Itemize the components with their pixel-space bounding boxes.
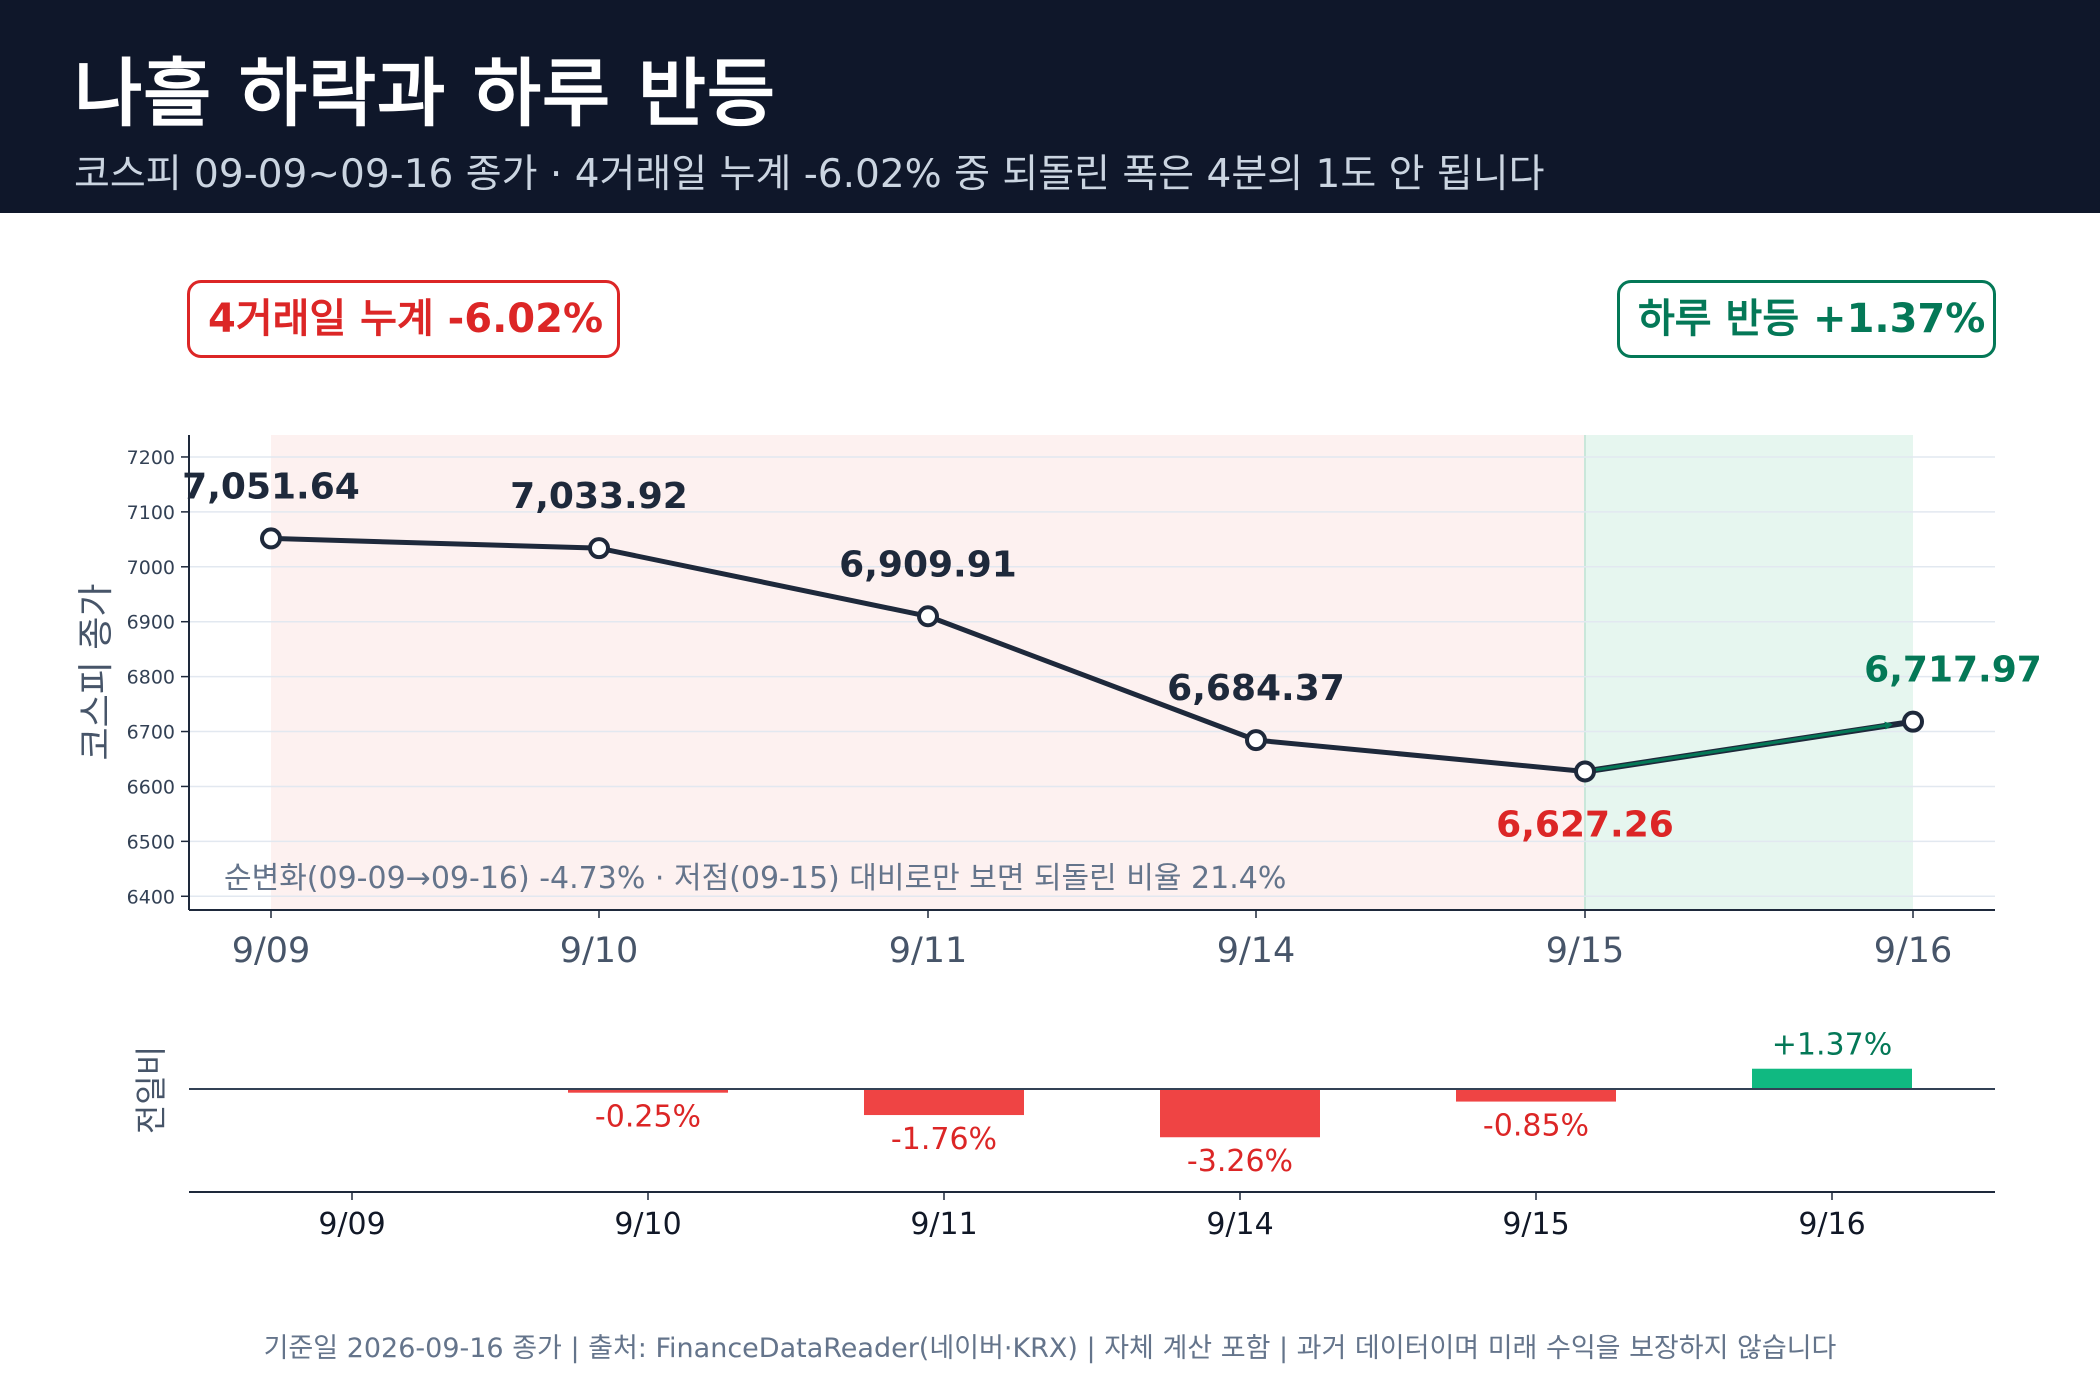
bar-x-tick-label: 9/10 xyxy=(614,1207,681,1242)
header-banner: 나흘 하락과 하루 반등 코스피 09-09~09-16 종가 · 4거래일 누… xyxy=(0,0,2100,213)
x-tick-label: 9/09 xyxy=(232,931,311,971)
data-point xyxy=(917,605,939,628)
data-label: 6,627.26 xyxy=(1496,804,1674,845)
change-bar xyxy=(1752,1068,1912,1089)
bar-x-tick-label: 9/16 xyxy=(1798,1207,1865,1242)
y-tick-label: 6600 xyxy=(127,776,175,798)
x-tick-label: 9/14 xyxy=(1217,931,1296,971)
x-tick-label: 9/10 xyxy=(560,931,639,971)
bar-x-tick-label: 9/11 xyxy=(910,1207,977,1242)
change-bar xyxy=(864,1089,1024,1116)
decline-region xyxy=(271,435,1585,910)
decline-badge: 4거래일 누계 -6.02% xyxy=(187,280,620,358)
data-point xyxy=(260,527,282,550)
rebound-region xyxy=(1585,435,1913,910)
change-bar xyxy=(1160,1089,1320,1138)
y-tick-label: 6500 xyxy=(127,831,175,853)
bar-x-tick-label: 9/09 xyxy=(318,1207,385,1242)
bar-x-tick-label: 9/15 xyxy=(1502,1207,1569,1242)
y-tick-label: 6900 xyxy=(127,612,175,634)
net-change-annotation: 순변화(09-09→09-16) -4.73% · 저점(09-15) 대비로만… xyxy=(224,861,1286,896)
bar-value-label: -3.26% xyxy=(1187,1144,1293,1179)
change-bar xyxy=(1456,1089,1616,1102)
data-label: 6,909.91 xyxy=(839,544,1017,585)
data-point xyxy=(1574,760,1596,783)
bar-value-label: -0.85% xyxy=(1483,1109,1589,1144)
bar-value-label: +1.37% xyxy=(1772,1028,1892,1063)
y-tick-label: 7000 xyxy=(127,557,175,579)
x-tick-label: 9/16 xyxy=(1874,931,1953,971)
change-bar xyxy=(568,1089,728,1093)
data-label: 7,051.64 xyxy=(182,466,360,507)
rebound-badge: 하루 반등 +1.37% xyxy=(1617,280,1996,358)
y-tick-label: 6400 xyxy=(127,886,175,908)
price-line-chart: 6400 6500 6600 6700 6800 6900 7000 7100 7200 9/09… xyxy=(76,435,2042,971)
daily-change-bar-chart: 전일비 -0.25% -1.76% -3.26% -0.85% +1.37% 9/09 9/1… xyxy=(132,1028,1995,1242)
data-label: 6,717.97 xyxy=(1864,650,2042,691)
page-title: 나흘 하락과 하루 반등 xyxy=(74,51,777,137)
rebound-arrow xyxy=(1590,721,1893,772)
data-point xyxy=(1245,729,1267,752)
footer-note: 기준일 2026-09-16 종가 | 출처: FinanceDataReade… xyxy=(263,1333,1837,1364)
data-label: 7,033.92 xyxy=(510,476,688,517)
x-tick-label: 9/11 xyxy=(889,931,968,971)
x-tick-label: 9/15 xyxy=(1546,931,1625,971)
bar-x-tick-label: 9/14 xyxy=(1206,1207,1273,1242)
y-tick-label: 7100 xyxy=(127,502,175,524)
bar-y-axis-label: 전일비 xyxy=(132,1046,170,1134)
y-axis-label: 코스피 종가 xyxy=(76,583,117,760)
data-point xyxy=(588,537,610,560)
data-label: 6,684.37 xyxy=(1167,668,1345,709)
bar-value-label: -0.25% xyxy=(595,1100,701,1135)
bar-value-label: -1.76% xyxy=(891,1122,997,1157)
y-tick-label: 7200 xyxy=(127,447,175,469)
y-tick-label: 6800 xyxy=(127,667,175,689)
page-subtitle: 코스피 09-09~09-16 종가 · 4거래일 누계 -6.02% 중 되돌… xyxy=(74,152,1545,197)
data-point xyxy=(1902,710,1924,733)
y-tick-label: 6700 xyxy=(127,722,175,744)
